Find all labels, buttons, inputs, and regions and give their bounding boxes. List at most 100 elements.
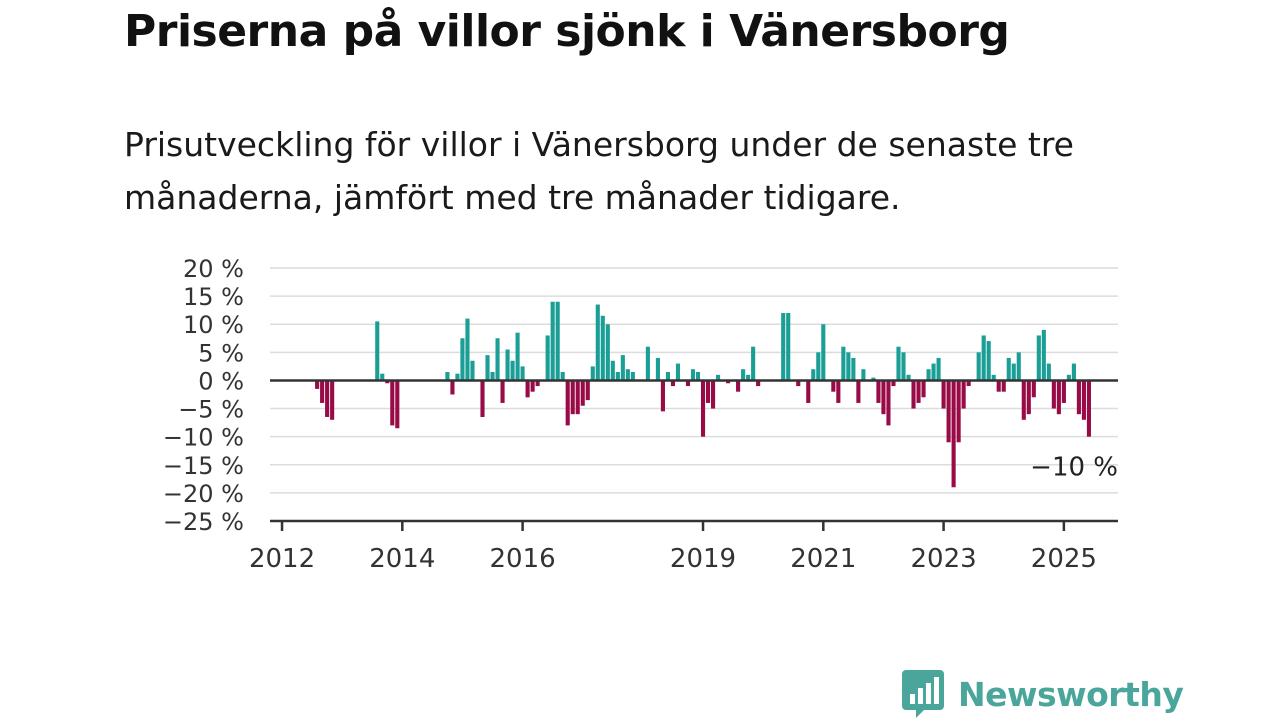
bar	[926, 369, 931, 381]
bar	[741, 369, 746, 381]
bar	[525, 380, 530, 398]
bar	[685, 380, 691, 387]
bar	[575, 380, 580, 415]
newsworthy-logo: Newsworthy	[902, 670, 1184, 718]
bar	[881, 380, 886, 415]
bar	[390, 380, 395, 426]
bar	[630, 372, 635, 381]
bar	[996, 380, 1001, 392]
bar	[615, 372, 620, 381]
bar	[530, 380, 535, 392]
bar	[490, 372, 495, 381]
bar	[816, 352, 821, 381]
bar	[716, 374, 721, 381]
bar	[911, 380, 916, 409]
bar	[1006, 357, 1011, 381]
x-tick-label: 2023	[911, 544, 977, 574]
bar	[751, 346, 756, 381]
bar	[1061, 380, 1066, 403]
bar	[605, 324, 610, 381]
bar	[710, 380, 716, 409]
bar	[495, 338, 500, 381]
annotations: −10 %	[1030, 453, 1118, 483]
bar	[806, 380, 811, 403]
bar	[811, 369, 816, 381]
bar	[460, 338, 465, 381]
bar	[585, 380, 590, 401]
bar	[600, 315, 605, 381]
bar	[665, 372, 670, 381]
bar	[470, 360, 475, 381]
bar	[505, 349, 510, 381]
bar	[625, 369, 630, 381]
bar	[941, 380, 946, 409]
bar	[746, 374, 751, 381]
bar	[1031, 380, 1036, 398]
bar	[876, 380, 881, 403]
bar	[660, 380, 665, 412]
bar	[1046, 363, 1051, 381]
bar	[445, 372, 450, 381]
bar	[320, 380, 325, 403]
bar	[1026, 380, 1031, 415]
bar	[736, 380, 741, 392]
bar	[906, 374, 911, 381]
bar	[726, 380, 731, 384]
bar	[1011, 363, 1016, 381]
bar	[1001, 380, 1006, 392]
x-tick-label: 2019	[670, 544, 736, 574]
y-tick-label: 0 %	[198, 367, 244, 395]
y-tick-label: 20 %	[183, 255, 244, 283]
bar	[385, 380, 390, 384]
bar	[570, 380, 575, 415]
bar	[1081, 380, 1086, 420]
bar	[901, 352, 906, 381]
bar	[485, 355, 490, 381]
bar	[675, 363, 681, 381]
bar	[1021, 380, 1026, 420]
bar	[325, 380, 330, 417]
bar	[931, 363, 936, 381]
bar	[851, 357, 856, 381]
y-tick-label: −25 %	[163, 508, 244, 536]
x-tick-label: 2021	[790, 544, 856, 574]
bar	[861, 369, 866, 381]
bar	[886, 380, 891, 426]
x-tick-label: 2025	[1031, 544, 1097, 574]
x-tick-label: 2016	[490, 544, 556, 574]
y-tick-label: 10 %	[183, 311, 244, 339]
bar	[455, 373, 460, 381]
bar	[395, 380, 400, 429]
bar	[916, 380, 921, 403]
bar	[921, 380, 926, 398]
bar	[510, 360, 515, 381]
bar	[846, 352, 851, 381]
bar	[315, 380, 320, 389]
x-axis: 2012 2014 2016 2019 2021 2023 2025	[249, 379, 1118, 574]
brand-name: Newsworthy	[958, 674, 1184, 714]
bar	[1086, 380, 1091, 437]
y-tick-label: −15 %	[163, 452, 244, 480]
bar	[896, 346, 901, 381]
bar	[705, 380, 711, 403]
bar	[781, 312, 786, 381]
bar	[1041, 329, 1046, 381]
bar	[976, 352, 981, 381]
bar	[500, 380, 505, 403]
bar	[1056, 380, 1061, 415]
y-tick-label: 15 %	[183, 283, 244, 311]
bar	[946, 380, 951, 443]
y-tick-label: −10 %	[163, 424, 244, 452]
bar	[520, 366, 525, 381]
bar	[756, 380, 761, 387]
bar	[595, 304, 600, 381]
newsworthy-logo-icon	[902, 670, 944, 718]
bar-chart: 20 %15 %10 %5 %0 %−5 %−10 %−15 %−20 %−25…	[163, 255, 1118, 574]
bar	[1071, 363, 1076, 381]
bar	[480, 380, 485, 417]
bar	[565, 380, 570, 426]
bar	[555, 301, 560, 381]
bar	[836, 380, 841, 403]
y-axis-tick-labels: 20 %15 %10 %5 %0 %−5 %−10 %−15 %−20 %−25…	[163, 255, 244, 536]
bar	[620, 355, 625, 381]
